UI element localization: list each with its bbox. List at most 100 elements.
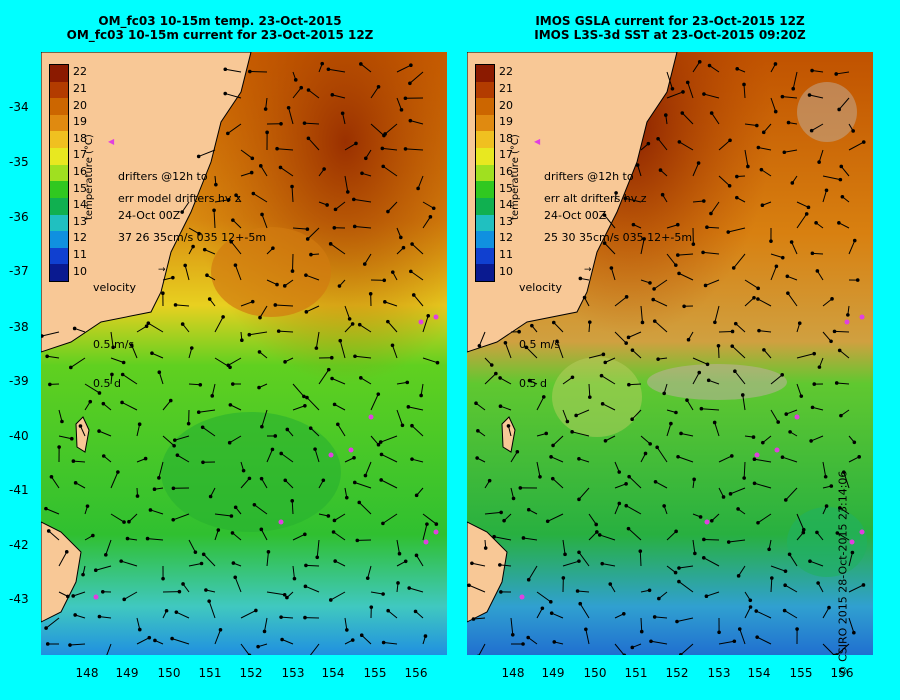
current-arrow	[309, 643, 320, 655]
current-arrow	[628, 331, 642, 338]
current-arrow	[838, 222, 850, 229]
current-arrow	[292, 565, 295, 579]
current-arrow-head	[857, 455, 861, 459]
current-arrow	[122, 374, 138, 385]
current-arrow	[510, 617, 514, 635]
current-arrow-head	[770, 576, 774, 580]
colorbar-swatch	[50, 247, 68, 265]
current-arrow	[259, 305, 268, 318]
current-arrow-head	[631, 222, 636, 227]
drifter-marker	[849, 539, 855, 545]
current-arrow-head	[303, 584, 308, 589]
current-arrow-head	[381, 521, 385, 526]
current-arrow	[41, 331, 60, 337]
current-arrow	[678, 581, 694, 593]
current-arrow-head	[147, 635, 152, 640]
current-arrow-head	[574, 413, 578, 418]
current-arrow-head	[773, 109, 778, 114]
current-arrow	[396, 409, 403, 426]
left-x-axis-label: 156	[404, 666, 428, 680]
current-arrow-head	[71, 594, 76, 598]
current-arrow-head	[304, 310, 309, 314]
current-arrow-head	[204, 588, 208, 592]
current-arrow	[572, 431, 590, 437]
current-arrow	[640, 238, 645, 255]
current-arrow	[240, 149, 253, 159]
current-arrow-head	[834, 653, 839, 655]
current-arrow-head	[624, 295, 629, 299]
current-arrow-head	[403, 147, 408, 151]
current-arrow	[408, 406, 424, 411]
current-arrow-head	[313, 447, 317, 451]
current-arrow	[308, 89, 320, 99]
current-arrow-head	[229, 239, 233, 244]
current-arrow-head	[685, 80, 690, 85]
colorbar-swatch	[476, 98, 494, 115]
current-arrow-head	[544, 431, 549, 436]
current-arrow	[744, 606, 751, 619]
current-arrow	[261, 409, 268, 427]
colorbar-label: 11	[73, 248, 87, 262]
colorbar-swatch	[476, 264, 494, 281]
current-arrow-head	[656, 136, 660, 141]
current-arrow	[288, 107, 294, 125]
current-arrow	[384, 123, 398, 135]
current-arrow	[536, 461, 541, 477]
current-arrow	[359, 324, 372, 333]
current-arrow	[136, 325, 147, 333]
current-arrow	[680, 643, 694, 655]
current-arrow	[110, 471, 119, 489]
colorbar-swatch	[476, 131, 494, 149]
current-arrow	[728, 539, 746, 543]
current-arrow-head	[733, 321, 738, 326]
drifter-marker	[774, 447, 780, 453]
current-arrow-head	[597, 533, 602, 537]
left-drifter-icon: ◀	[108, 137, 115, 146]
colorbar-swatch	[50, 81, 68, 99]
colorbar-label: 11	[499, 248, 513, 262]
current-arrow	[602, 403, 616, 411]
current-arrow-head	[254, 608, 258, 613]
current-arrow	[229, 435, 242, 444]
current-arrow	[588, 353, 604, 359]
current-arrow-head	[405, 380, 410, 385]
current-arrow	[234, 577, 242, 593]
colorbar-label: 14	[73, 198, 87, 212]
current-arrow	[468, 584, 486, 593]
current-arrow-head	[308, 426, 313, 430]
current-arrow-head	[299, 85, 304, 90]
current-arrow-head	[807, 93, 812, 97]
current-arrow	[260, 529, 268, 541]
current-arrow	[510, 451, 518, 463]
current-arrow-head	[548, 600, 553, 604]
current-arrow-head	[626, 526, 631, 531]
current-arrow	[717, 345, 720, 359]
current-arrow	[105, 539, 112, 556]
drifter-marker	[433, 314, 439, 320]
drifter-marker	[859, 529, 865, 535]
colorbar-label: 15	[499, 181, 513, 195]
current-arrow-head	[143, 456, 148, 461]
current-arrow-head	[226, 363, 231, 368]
current-arrow-head	[832, 329, 837, 334]
current-arrow-head	[378, 440, 383, 444]
current-arrow	[47, 355, 60, 359]
current-arrow-head	[425, 522, 429, 526]
current-arrow-head	[810, 68, 814, 73]
current-arrow	[280, 453, 294, 463]
current-arrow	[484, 373, 497, 385]
current-arrow-head	[333, 207, 338, 212]
current-arrow-head	[233, 263, 238, 267]
current-arrow-head	[352, 224, 357, 229]
right-velocity-duration: 0.5 d	[519, 377, 547, 390]
current-arrow	[260, 165, 268, 177]
left-map-svg	[41, 52, 447, 655]
current-arrow-head	[304, 563, 308, 568]
current-arrow-head	[526, 635, 530, 640]
current-arrow	[131, 344, 138, 359]
current-arrow-head	[386, 608, 390, 613]
current-arrow-head	[830, 297, 834, 301]
current-arrow	[99, 616, 112, 619]
current-arrow	[528, 565, 538, 580]
current-arrow	[266, 279, 278, 286]
